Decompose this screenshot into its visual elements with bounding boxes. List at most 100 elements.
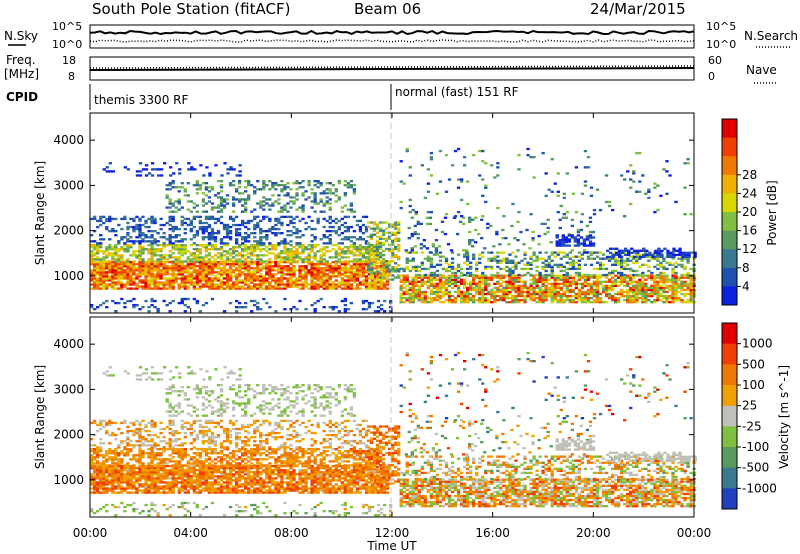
power-cell	[228, 182, 233, 185]
power-cell	[171, 271, 175, 274]
power-cell	[168, 202, 172, 205]
power-cell	[444, 290, 449, 294]
power-cell	[689, 276, 693, 279]
power-cell	[375, 276, 380, 279]
power-cell	[432, 286, 437, 290]
power-cell	[183, 271, 187, 274]
power-cell	[241, 279, 245, 282]
power-cell	[331, 281, 335, 284]
power-cell	[310, 285, 314, 288]
power-cell	[471, 239, 475, 242]
power-cell	[244, 240, 248, 243]
power-cell	[265, 250, 269, 253]
power-cell	[496, 251, 500, 254]
power-cell	[313, 238, 317, 241]
power-cell	[129, 254, 133, 257]
power-cell	[343, 269, 347, 272]
power-cell	[132, 273, 136, 276]
power-cell	[292, 221, 296, 225]
power-cell	[659, 298, 663, 302]
power-cell	[689, 301, 693, 304]
power-cell	[201, 198, 206, 201]
power-cell	[310, 256, 314, 259]
power-cell	[671, 288, 675, 292]
power-cell	[372, 251, 377, 255]
power-cell	[550, 276, 554, 279]
power-cell	[340, 250, 344, 253]
power-cell	[319, 285, 323, 288]
power-cell	[623, 261, 627, 264]
power-cell	[553, 251, 557, 254]
power-cell	[478, 301, 482, 304]
power-cell	[683, 288, 687, 292]
power-cell	[423, 290, 428, 294]
power-cell	[150, 246, 154, 249]
power-cell	[147, 225, 151, 229]
power-cell	[129, 275, 133, 278]
power-cell	[626, 267, 630, 271]
power-cell	[340, 287, 344, 290]
power-cell	[387, 274, 392, 277]
power-cell	[420, 164, 425, 167]
power-cell	[376, 299, 381, 303]
power-cell	[259, 188, 263, 191]
power-cell	[647, 288, 651, 292]
power-cell	[274, 200, 278, 203]
power-cell	[114, 267, 118, 270]
power-cell	[447, 265, 452, 269]
power-cell	[265, 184, 269, 187]
power-cell	[150, 269, 154, 272]
power-cell	[502, 267, 506, 271]
power-cell	[352, 252, 357, 255]
power-cell	[156, 267, 160, 270]
power-cell	[165, 194, 169, 197]
power-cell	[259, 285, 263, 288]
power-cell	[241, 256, 245, 259]
power-cell	[508, 280, 512, 283]
power-cell	[328, 265, 332, 268]
velocity-scatter-cells	[90, 351, 697, 517]
power-cell	[123, 217, 127, 221]
power-cell	[126, 168, 131, 171]
power-cell	[456, 290, 461, 294]
power-cell	[210, 248, 215, 251]
power-cell	[535, 284, 539, 288]
power-cell	[234, 281, 239, 284]
power-cell	[384, 239, 389, 243]
power-cell	[364, 285, 369, 288]
power-cell	[671, 290, 675, 294]
power-cell	[428, 216, 433, 219]
power-cell	[201, 277, 206, 280]
power-cell	[111, 217, 115, 221]
power-cell	[511, 265, 515, 269]
velocity-cell	[108, 475, 112, 478]
power-cell	[379, 281, 384, 284]
colorbar-segment	[722, 193, 737, 213]
power-cell	[111, 254, 115, 257]
power-cell	[556, 298, 560, 302]
power-cell	[517, 286, 521, 290]
power-cell	[435, 298, 440, 302]
power-cell	[369, 235, 374, 238]
power-cell	[262, 236, 266, 239]
power-cell	[162, 277, 166, 280]
power-cell	[450, 282, 455, 286]
power-cell	[641, 284, 645, 288]
velocity-cell	[111, 473, 115, 476]
power-cell	[502, 288, 506, 292]
power-cell	[361, 273, 366, 276]
power-cell	[517, 261, 521, 264]
power-cell	[659, 284, 663, 288]
power-cell	[307, 215, 311, 219]
power-cell	[523, 280, 527, 283]
power-cell	[234, 234, 239, 237]
velocity-cell	[111, 489, 115, 492]
power-cell	[532, 294, 536, 298]
power-cell	[210, 271, 215, 274]
power-cell	[253, 248, 257, 251]
power-cell	[237, 281, 242, 284]
power-cell	[553, 290, 557, 294]
power-cell	[159, 174, 164, 177]
power-cell	[126, 232, 130, 235]
power-cell	[216, 219, 221, 223]
